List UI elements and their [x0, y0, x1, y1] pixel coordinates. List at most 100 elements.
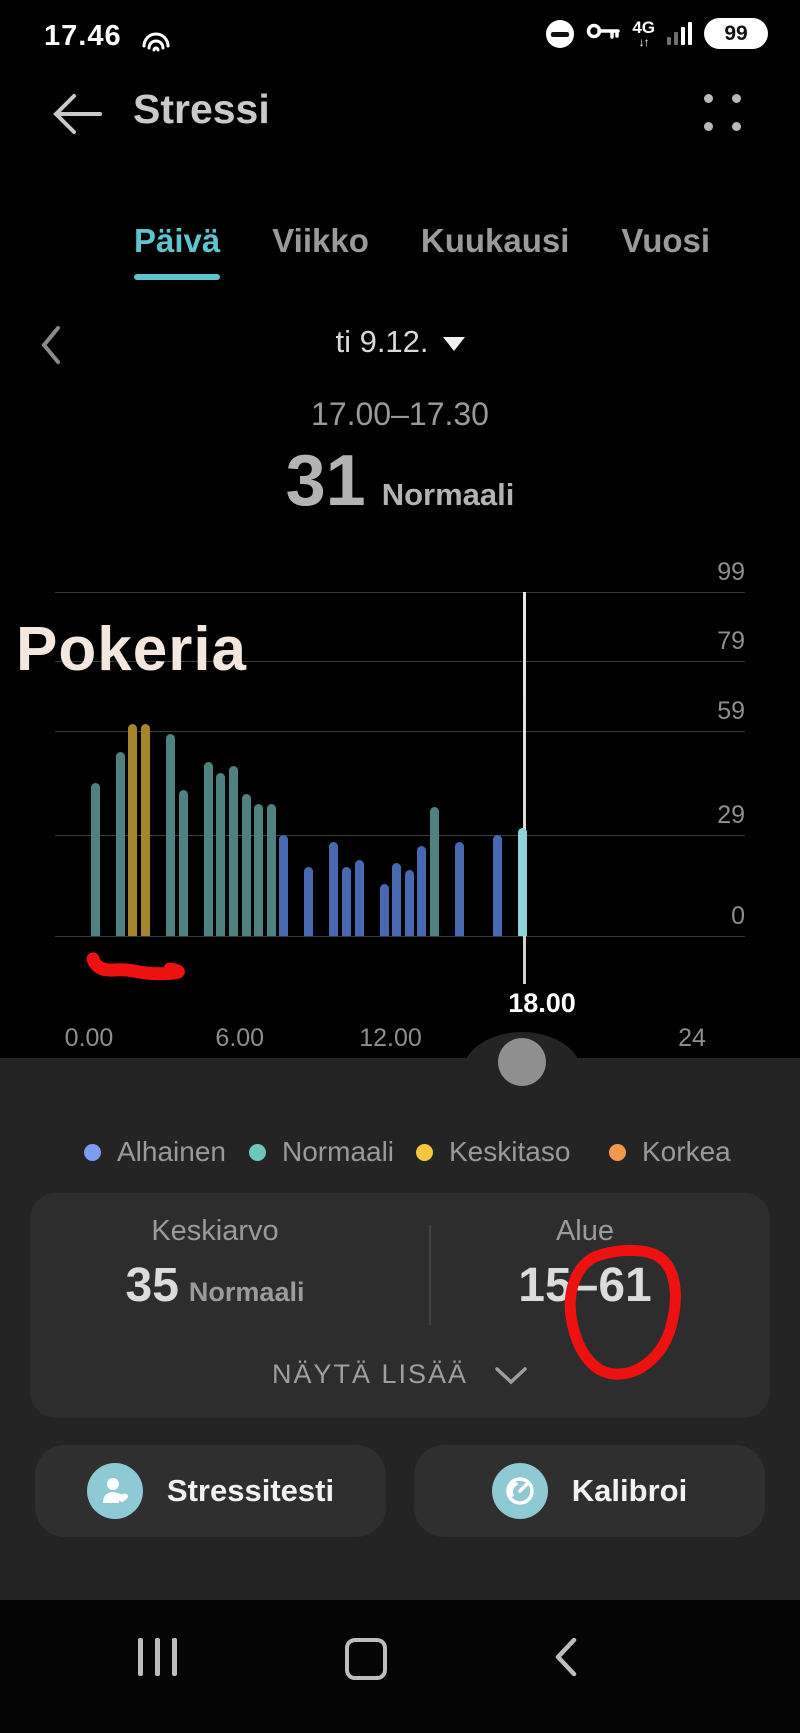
show-more-label: NÄYTÄ LISÄÄ [271, 1359, 469, 1389]
summary-card: Keskiarvo 35 Normaali Alue 15–61 NÄYTÄ LI… [30, 1193, 770, 1418]
do-not-disturb-icon [546, 19, 575, 48]
bar-9.5h [329, 842, 339, 936]
period-tabs: Päivä Viikko Kuukausi Vuosi [0, 222, 800, 280]
x-axis-label-24: 24 [678, 1024, 706, 1052]
legend-label: Alhainen [117, 1136, 226, 1167]
bar-5.5h [228, 765, 238, 936]
bar-5h [216, 772, 226, 936]
average-label: Keskiarvo [151, 1215, 279, 1247]
selected-marker-label: 18.00 [508, 988, 576, 1018]
bar-11.5h [379, 883, 389, 936]
clock-text: 17.46 [44, 20, 122, 52]
bar-4.5h [203, 762, 213, 936]
tab-paiva[interactable]: Päivä [134, 222, 221, 280]
date-selector[interactable]: ti 9.12. [0, 324, 800, 360]
legend-label: Korkea [642, 1136, 731, 1167]
bar-7.5h [279, 835, 289, 936]
x-axis-label-12.00: 12.00 [359, 1024, 422, 1052]
bar-2h [141, 724, 151, 936]
bar-14.5h [455, 842, 465, 936]
legend-item-korkea: Korkea [609, 1136, 731, 1168]
back-arrow-icon[interactable] [50, 92, 104, 141]
bar-6.5h [254, 803, 264, 936]
overlay-annotation-text: Pokeria [16, 615, 248, 684]
tab-viikko[interactable]: Viikko [272, 222, 369, 259]
selected-stress-value: 31 [285, 441, 366, 521]
bar-1.5h [128, 724, 138, 936]
legend-label: Keskitaso [449, 1136, 571, 1167]
average-value: 35 [125, 1259, 179, 1312]
legend-dot-icon [249, 1143, 266, 1161]
x-axis-label-0.00: 0.00 [64, 1024, 114, 1052]
vpn-key-icon [586, 19, 621, 48]
signal-strength-icon [667, 21, 692, 45]
stress-bar-chart[interactable]: 99 79 59 29 0 0.00 6.00 12.00 24 18.00 [0, 0, 800, 1100]
tab-vuosi[interactable]: Vuosi [621, 222, 711, 259]
time-slider-handle[interactable] [498, 1038, 546, 1086]
date-label: ti 9.12. [335, 324, 429, 359]
bar-7h [266, 803, 276, 936]
dropdown-arrow-icon [442, 336, 465, 351]
legend-label: Normaali [282, 1136, 395, 1167]
average-status: Normaali [188, 1277, 305, 1307]
nav-recents-icon[interactable] [138, 1638, 177, 1676]
legend-item-alhainen: Alhainen [84, 1136, 226, 1168]
legend-item-keskitaso: Keskitaso [416, 1136, 570, 1168]
bar-10.5h [354, 859, 364, 936]
bar-13.5h [429, 807, 439, 936]
network-4g-icon: 4G ↓↑ [632, 18, 655, 49]
bar-6h [241, 793, 251, 936]
chevron-down-icon [495, 1367, 527, 1385]
more-menu-icon[interactable] [700, 90, 744, 134]
stress-test-button[interactable]: Stressitesti [35, 1445, 386, 1537]
range-label: Alue [555, 1215, 615, 1247]
bar-1h [115, 751, 125, 936]
average-block: Keskiarvo 35 Normaali [30, 1215, 400, 1313]
y-axis-label-99: 99 [717, 557, 745, 586]
legend-dot-icon [416, 1143, 433, 1161]
gridline-79 [55, 661, 745, 663]
bar-12h [392, 863, 402, 936]
legend-dot-icon [84, 1143, 101, 1161]
gridline-59 [55, 730, 745, 732]
fingerprint-icon [138, 22, 174, 61]
y-axis-label-0: 0 [731, 902, 745, 930]
range-block: Alue 15–61 [400, 1215, 770, 1313]
bar-12.5h [404, 869, 414, 936]
legend-item-normaali: Normaali [249, 1136, 394, 1168]
chevron-left-icon[interactable] [36, 324, 66, 371]
selected-stress-status: Normaali [381, 477, 515, 512]
bar-0h [90, 783, 100, 936]
nav-back-icon[interactable] [552, 1636, 580, 1683]
android-navbar [0, 1600, 800, 1733]
legend-dot-icon [609, 1143, 626, 1161]
y-axis-label-29: 29 [717, 801, 745, 830]
gridline-0 [55, 936, 745, 937]
y-axis-label-59: 59 [717, 696, 745, 725]
status-icons: 4G ↓↑ 99 [546, 18, 768, 49]
selected-value-row: 31 Normaali [0, 440, 800, 522]
x-axis-label-6.00: 6.00 [215, 1024, 265, 1052]
calibrate-label: Kalibroi [571, 1473, 688, 1508]
bar-3h [166, 734, 176, 936]
y-axis-label-79: 79 [717, 627, 745, 656]
show-more-button[interactable]: NÄYTÄ LISÄÄ [30, 1359, 770, 1390]
range-value: 15–61 [518, 1259, 652, 1312]
selected-time-range: 17.00–17.30 [311, 396, 489, 432]
tab-kuukausi[interactable]: Kuukausi [420, 222, 570, 259]
stress-test-label: Stressitesti [166, 1473, 335, 1508]
gridline-29 [55, 835, 745, 837]
chart-legend: Alhainen Normaali Keskitaso Korkea [0, 1122, 800, 1178]
stress-test-icon [86, 1463, 143, 1519]
bar-10h [342, 866, 352, 936]
selected-time-marker [522, 591, 526, 984]
battery-icon: 99 [704, 18, 768, 49]
nav-home-icon[interactable] [345, 1638, 387, 1680]
page-title: Stressi [133, 86, 270, 132]
calibrate-button[interactable]: Kalibroi [414, 1445, 765, 1537]
bar-16h [492, 835, 502, 936]
calibrate-icon [491, 1463, 548, 1519]
bar-selected-17h [517, 828, 527, 936]
bar-3.5h [178, 790, 188, 936]
